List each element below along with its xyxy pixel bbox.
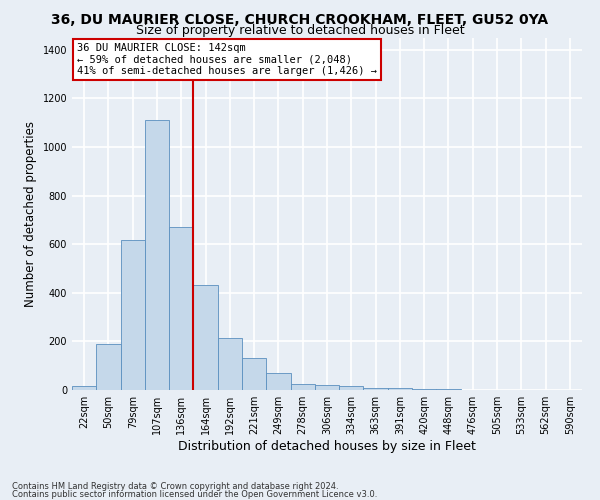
Bar — [218, 338, 242, 390]
Bar — [388, 388, 412, 390]
Bar — [121, 240, 145, 390]
Bar — [193, 286, 218, 390]
Text: Size of property relative to detached houses in Fleet: Size of property relative to detached ho… — [136, 24, 464, 37]
Bar — [315, 385, 339, 390]
Text: Contains public sector information licensed under the Open Government Licence v3: Contains public sector information licen… — [12, 490, 377, 499]
Bar — [169, 227, 193, 390]
Text: Contains HM Land Registry data © Crown copyright and database right 2024.: Contains HM Land Registry data © Crown c… — [12, 482, 338, 491]
Bar — [145, 120, 169, 390]
X-axis label: Distribution of detached houses by size in Fleet: Distribution of detached houses by size … — [178, 440, 476, 453]
Bar — [412, 389, 436, 390]
Bar — [72, 386, 96, 390]
Bar — [242, 358, 266, 390]
Bar — [364, 388, 388, 390]
Bar — [266, 373, 290, 390]
Y-axis label: Number of detached properties: Number of detached properties — [24, 120, 37, 306]
Bar — [339, 386, 364, 390]
Bar — [96, 344, 121, 390]
Text: 36 DU MAURIER CLOSE: 142sqm
← 59% of detached houses are smaller (2,048)
41% of : 36 DU MAURIER CLOSE: 142sqm ← 59% of det… — [77, 43, 377, 76]
Bar — [290, 384, 315, 390]
Text: 36, DU MAURIER CLOSE, CHURCH CROOKHAM, FLEET, GU52 0YA: 36, DU MAURIER CLOSE, CHURCH CROOKHAM, F… — [52, 12, 548, 26]
